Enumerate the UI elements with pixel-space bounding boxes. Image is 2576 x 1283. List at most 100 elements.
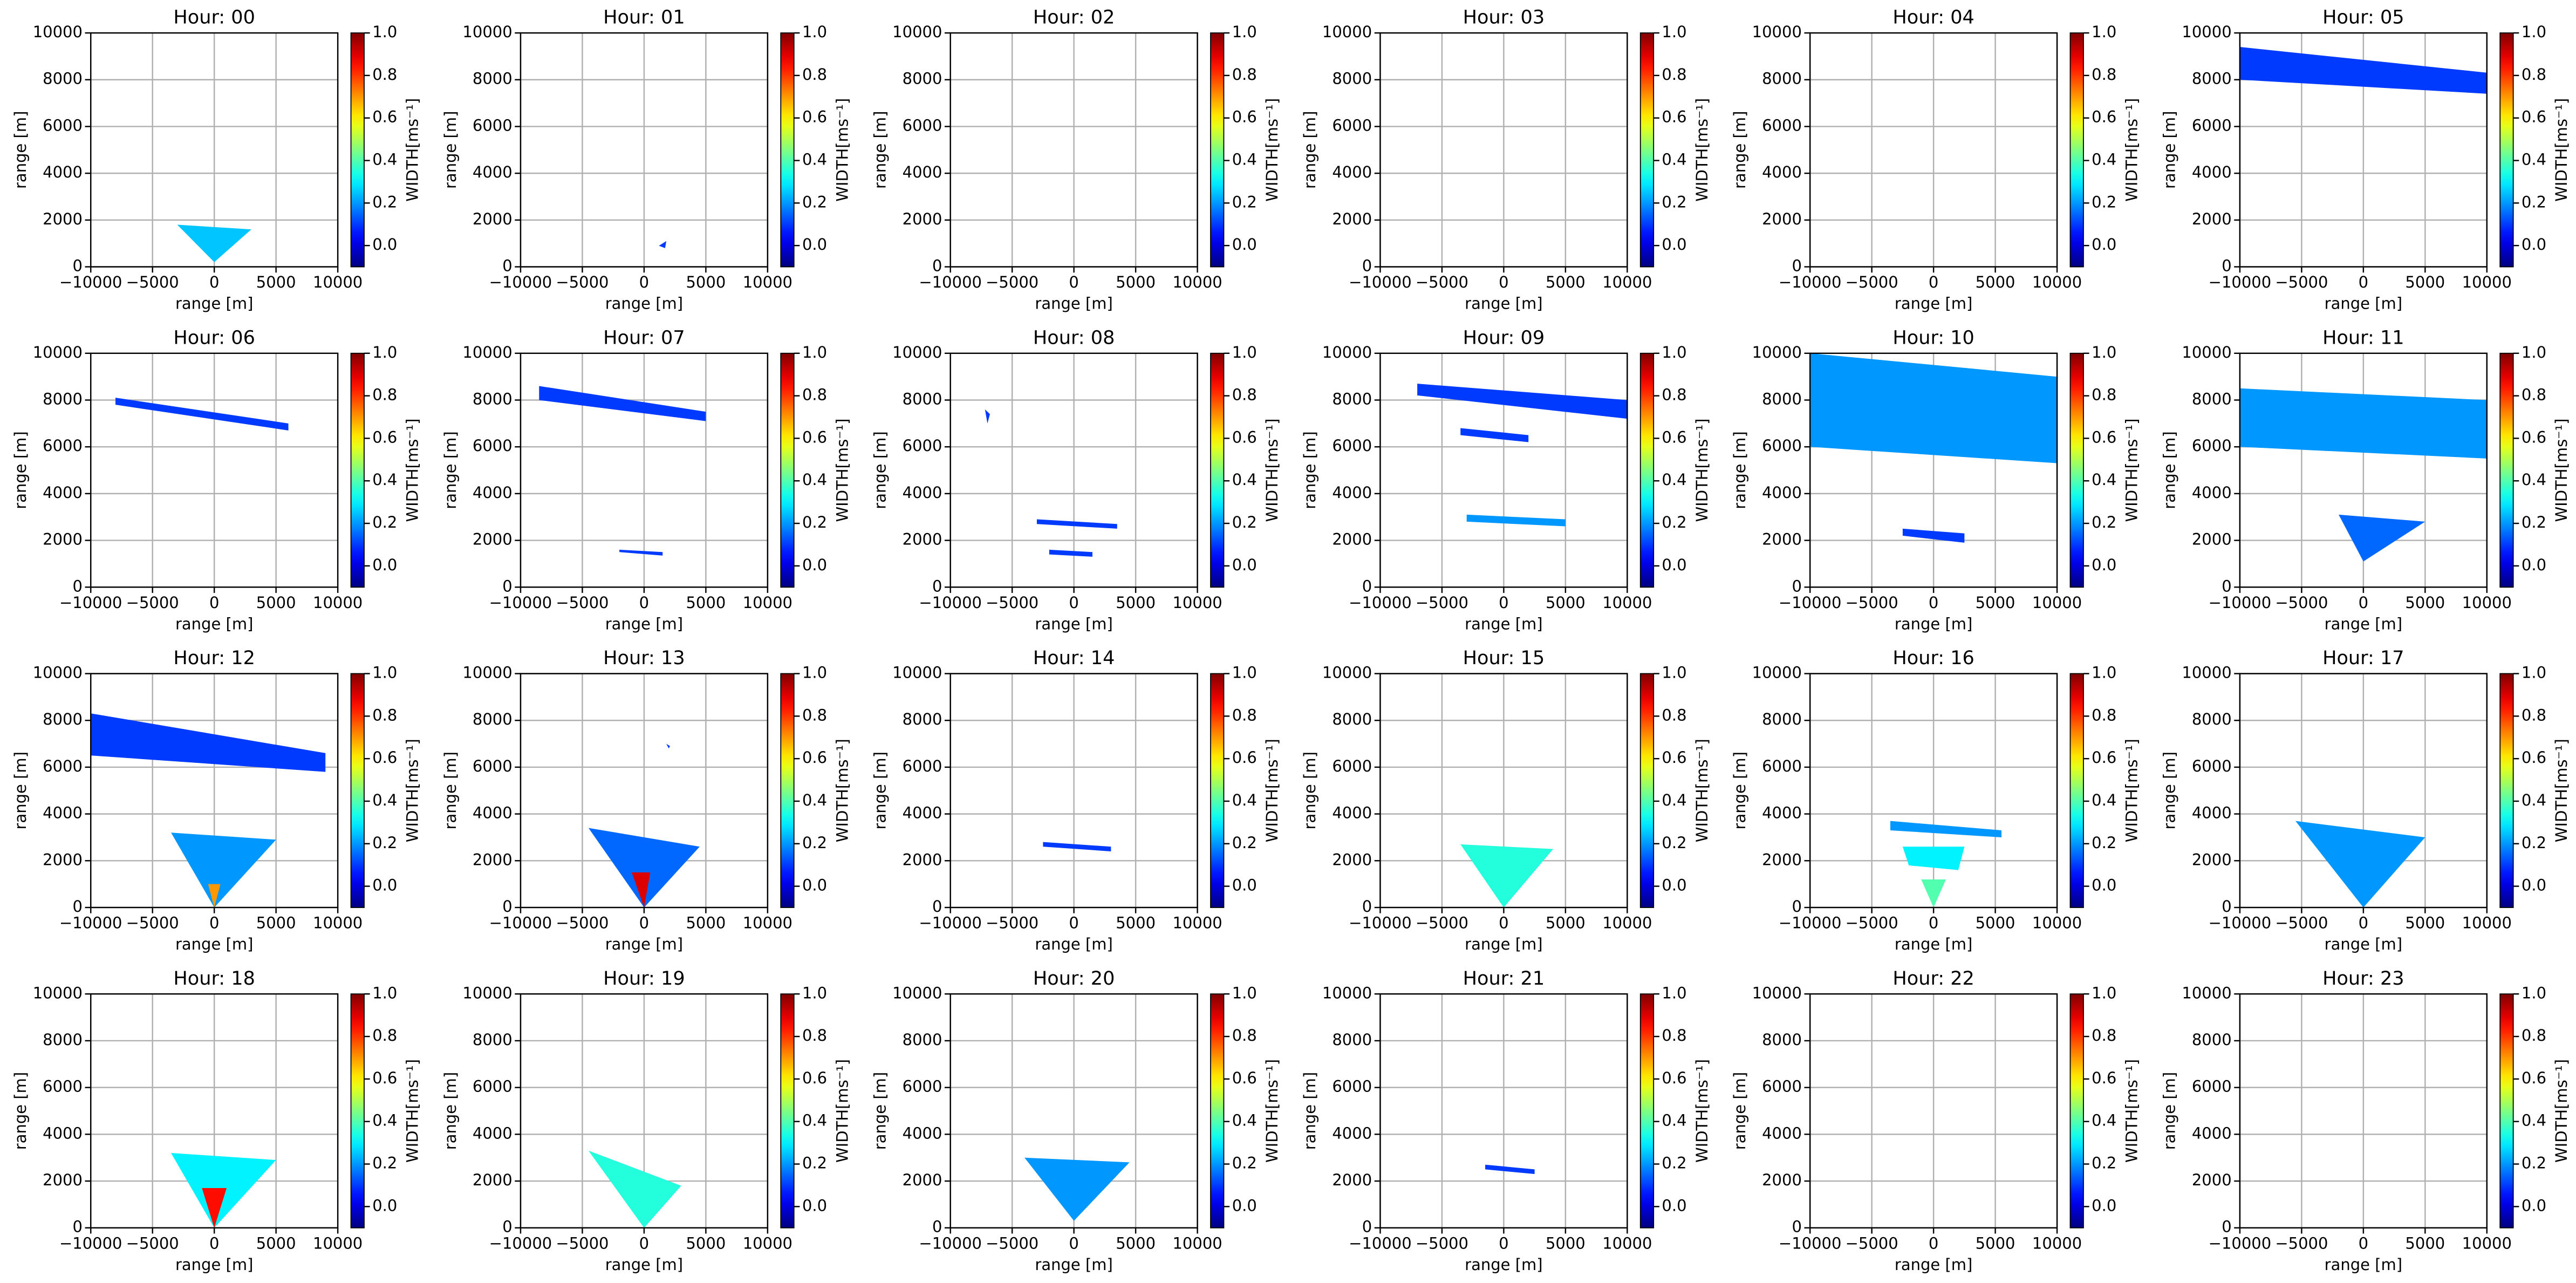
chart-title: Hour: 19 — [603, 967, 685, 989]
x-tick-label: 0 — [1929, 1234, 1938, 1252]
colorbar-tick-label: 0.2 — [2092, 834, 2116, 852]
colorbar-tick-label: 0.8 — [802, 65, 827, 84]
colorbar-tick-label: 0.8 — [802, 386, 827, 404]
y-tick-label: 6000 — [1332, 1077, 1372, 1096]
colorbar-tick-label: 1.0 — [2092, 664, 2116, 682]
x-tick-label: 0 — [2359, 1234, 2368, 1252]
y-tick-label: 8000 — [2192, 70, 2232, 88]
x-tick-label: 5000 — [1546, 914, 1586, 932]
y-tick-label: 4000 — [903, 804, 942, 822]
y-tick-label: 0 — [1792, 897, 1801, 916]
colorbar — [780, 32, 795, 268]
colorbar-tick-label: 0.6 — [1232, 428, 1257, 446]
x-tick-label: −10000 — [489, 273, 552, 291]
data-region — [1902, 528, 1965, 543]
y-axis-label: range [m] — [441, 431, 460, 509]
axes-frame — [90, 352, 339, 588]
y-tick-label: 4000 — [2192, 1124, 2232, 1142]
colorbar-tick-label: 0.4 — [1232, 470, 1257, 489]
y-tick-label: 6000 — [473, 1077, 513, 1096]
colorbar-tick-label: 0.4 — [372, 791, 397, 809]
data-region — [208, 884, 221, 907]
data-region — [588, 828, 700, 907]
data-region — [2295, 821, 2425, 907]
y-tick-label: 2000 — [1332, 210, 1372, 228]
colorbar-tick-label: 0.6 — [1662, 748, 1686, 767]
x-tick-label: 5000 — [1546, 273, 1586, 291]
x-tick-label: 0 — [639, 1234, 649, 1252]
y-axis-label: range [m] — [1301, 111, 1319, 189]
x-tick-label: −10000 — [2209, 1234, 2272, 1252]
colorbar-tick-label: 0.8 — [2092, 706, 2116, 724]
y-tick-label: 2000 — [473, 850, 513, 869]
colorbar-tick-label: 0.8 — [1232, 65, 1257, 84]
y-axis-label: range [m] — [1731, 111, 1749, 189]
data-region — [1902, 847, 1965, 870]
colorbar-tick-label: 0.2 — [372, 1154, 397, 1172]
colorbar — [2069, 32, 2084, 268]
colorbar-tick-label: 0.8 — [1662, 65, 1686, 84]
chart-title: Hour: 16 — [1892, 647, 1974, 669]
colorbar-tick-label: 0.4 — [2522, 150, 2546, 168]
y-tick-label: 2000 — [903, 850, 942, 869]
x-tick-label: 5000 — [1116, 273, 1156, 291]
colorbar-tick-label: 0.0 — [2092, 876, 2116, 895]
colorbar-tick-label: 0.2 — [2092, 193, 2116, 211]
axes-frame — [520, 673, 769, 909]
y-tick-label: 0 — [1362, 577, 1372, 595]
y-tick-label: 8000 — [903, 710, 942, 728]
x-tick-label: −5000 — [986, 914, 1038, 932]
x-tick-label: 5000 — [1116, 1234, 1156, 1252]
data-region — [202, 1188, 227, 1228]
colorbar — [2499, 352, 2514, 588]
colorbar-tick-label: 0.2 — [2522, 193, 2546, 211]
x-tick-label: 0 — [1069, 914, 1078, 932]
x-tick-label: −5000 — [1846, 914, 1898, 932]
x-axis-label: range [m] — [1035, 615, 1112, 633]
colorbar-tick-label: 0.4 — [2092, 791, 2116, 809]
colorbar-label: WIDTH[ms⁻¹] — [1263, 739, 1281, 842]
colorbar — [1639, 352, 1655, 588]
colorbar — [2499, 673, 2514, 908]
x-tick-label: 5000 — [1976, 914, 2015, 932]
x-tick-label: −5000 — [986, 593, 1038, 612]
x-tick-label: −10000 — [1349, 273, 1412, 291]
x-axis-label: range [m] — [1035, 935, 1112, 953]
y-tick-label: 4000 — [473, 483, 513, 502]
x-tick-label: 5000 — [1976, 273, 2015, 291]
colorbar-tick-label: 0.2 — [2092, 1154, 2116, 1172]
colorbar-tick-label: 0.2 — [372, 513, 397, 531]
y-tick-label: 8000 — [2192, 390, 2232, 408]
colorbar-label: WIDTH[ms⁻¹] — [404, 419, 422, 522]
x-axis-label: range [m] — [1895, 935, 1972, 953]
x-tick-label: 0 — [639, 914, 649, 932]
chart-title: Hour: 07 — [603, 326, 685, 349]
y-tick-label: 0 — [932, 577, 942, 595]
y-axis-label: range [m] — [871, 752, 890, 829]
y-axis-label: range [m] — [1301, 431, 1319, 509]
colorbar-label: WIDTH[ms⁻¹] — [404, 739, 422, 842]
colorbar-tick-label: 0.8 — [1662, 1026, 1686, 1045]
y-axis-label: range [m] — [2161, 111, 2179, 189]
data-region — [2239, 388, 2487, 459]
y-tick-label: 0 — [1792, 577, 1801, 595]
colorbar-tick-label: 0.0 — [1662, 1196, 1686, 1214]
y-tick-label: 0 — [73, 577, 83, 595]
y-tick-label: 0 — [502, 897, 512, 916]
axes-frame — [1379, 673, 1628, 909]
y-tick-label: 10000 — [33, 664, 83, 682]
colorbar-tick-label: 0.0 — [1232, 876, 1257, 895]
colorbar-tick-label: 0.8 — [372, 386, 397, 404]
colorbar-tick-label: 0.4 — [2092, 470, 2116, 489]
y-tick-label: 6000 — [1332, 436, 1372, 455]
y-tick-label: 0 — [502, 1218, 512, 1236]
colorbar-tick-label: 0.0 — [1232, 235, 1257, 254]
colorbar — [1639, 673, 1655, 908]
x-tick-label: 10000 — [313, 1234, 363, 1252]
axes-frame — [949, 352, 1198, 588]
x-tick-label: −5000 — [556, 593, 609, 612]
x-tick-label: −5000 — [986, 1234, 1038, 1252]
x-axis-label: range [m] — [605, 935, 683, 953]
data-region — [2339, 514, 2425, 562]
colorbar-tick-label: 0.8 — [2522, 386, 2546, 404]
